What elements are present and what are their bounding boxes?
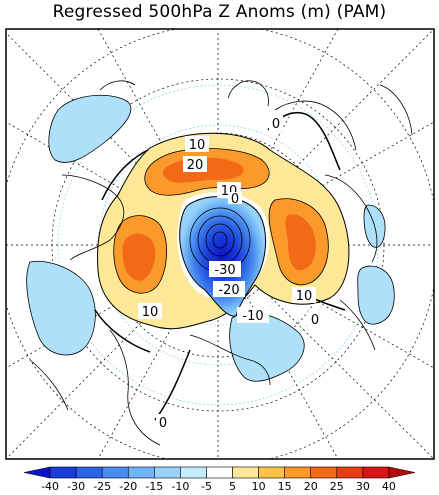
colorbar-tick-label: 30 — [356, 480, 370, 493]
colorbar-tick-label: 25 — [330, 480, 344, 493]
contour-label: -20 — [218, 283, 239, 298]
contour-label: -10 — [242, 309, 263, 324]
colorbar-swatch — [180, 466, 207, 479]
colorbar-swatch — [101, 466, 129, 479]
colorbar-swatch — [284, 466, 312, 479]
colorbar-tick-label: -40 — [41, 480, 59, 493]
colorbar-tick-label: 5 — [229, 480, 236, 493]
colorbar-swatch — [310, 466, 338, 479]
colorbar-swatch — [23, 466, 51, 479]
colorbar-swatch — [336, 466, 364, 479]
colorbar-tick-label: -25 — [93, 480, 111, 493]
negative-anomaly-pacific-sw — [26, 260, 96, 356]
negative-anomaly-atlantic — [229, 312, 305, 382]
colorbar: -40 -30 -25 -20 -15 -10 -5 5 10 15 20 25 30 40 — [23, 466, 416, 493]
colorbar-swatch — [232, 466, 259, 479]
colorbar-swatch — [388, 466, 416, 479]
colorbar-swatch — [206, 466, 233, 479]
colorbar-swatch — [49, 466, 77, 479]
contour-label: 20 — [187, 158, 204, 173]
colorbar-tick-label: 10 — [252, 480, 266, 493]
contour-label: 0 — [311, 313, 319, 328]
contour-labels: 10 20 0 10 10 -30 -20 -10 10 0 0 0 — [138, 115, 322, 431]
colorbar-swatch — [154, 466, 181, 479]
colorbar-swatch — [127, 466, 155, 479]
colorbar-swatch — [75, 466, 103, 479]
colorbar-tick-label: -30 — [67, 480, 85, 493]
contour-label: 0 — [159, 416, 167, 431]
contour-label: 0 — [272, 117, 280, 132]
colorbar-tick-label: 15 — [278, 480, 292, 493]
colorbar-tick-label: -20 — [119, 480, 137, 493]
negative-anomaly-pacific-nw — [48, 94, 132, 163]
colorbar-tick-label: 20 — [304, 480, 318, 493]
continent-outlines — [29, 80, 413, 446]
negative-anomaly-europe — [357, 265, 395, 325]
contour-label: 10 — [189, 138, 206, 153]
contour-label: 10 — [296, 289, 313, 304]
colorbar-tick-label: -15 — [145, 480, 163, 493]
contour-label: 10 — [142, 305, 159, 320]
chart-title: Regressed 500hPa Z Anoms (m) (PAM) — [52, 2, 387, 22]
colorbar-swatch — [258, 466, 285, 479]
colorbar-tick-label: -10 — [171, 480, 189, 493]
colorbar-tick-label: 40 — [382, 480, 396, 493]
contour-label: 0 — [231, 192, 239, 207]
contour-label: -30 — [214, 263, 235, 278]
colorbar-swatch — [362, 466, 390, 479]
colorbar-tick-label: -5 — [201, 480, 212, 493]
